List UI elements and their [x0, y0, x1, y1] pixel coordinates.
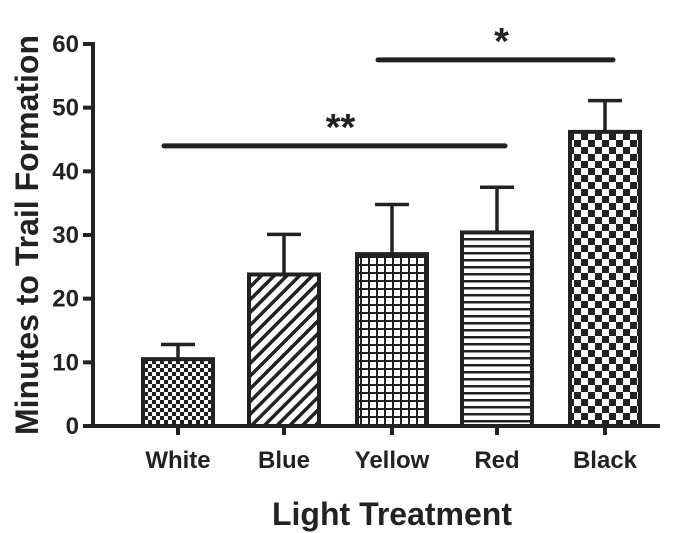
- bar-white: [141, 357, 215, 428]
- y-tick-label-60: 60: [52, 31, 79, 58]
- x-tick-label-yellow: Yellow: [355, 447, 430, 474]
- x-axis-title: Light Treatment: [272, 496, 512, 532]
- y-tick-label-0: 0: [66, 413, 79, 440]
- y-tick-label-40: 40: [52, 158, 79, 185]
- x-tick-label-red: Red: [474, 447, 519, 474]
- significance-label-1: **: [326, 107, 356, 149]
- bar-yellow: [355, 252, 429, 428]
- bar-blue: [247, 272, 321, 428]
- y-tick-label-30: 30: [52, 222, 79, 249]
- y-tick-label-20: 20: [52, 286, 79, 313]
- significance-label-2: *: [494, 21, 509, 63]
- x-tick-label-white: White: [145, 447, 210, 474]
- bar-red: [460, 230, 534, 428]
- bar-black: [568, 129, 642, 429]
- y-tick-label-10: 10: [52, 349, 79, 376]
- x-tick-label-blue: Blue: [258, 447, 310, 474]
- x-tick-label-black: Black: [573, 447, 638, 474]
- y-axis-title: Minutes to Trail Formation: [9, 35, 45, 435]
- y-tick-label-50: 50: [52, 95, 79, 122]
